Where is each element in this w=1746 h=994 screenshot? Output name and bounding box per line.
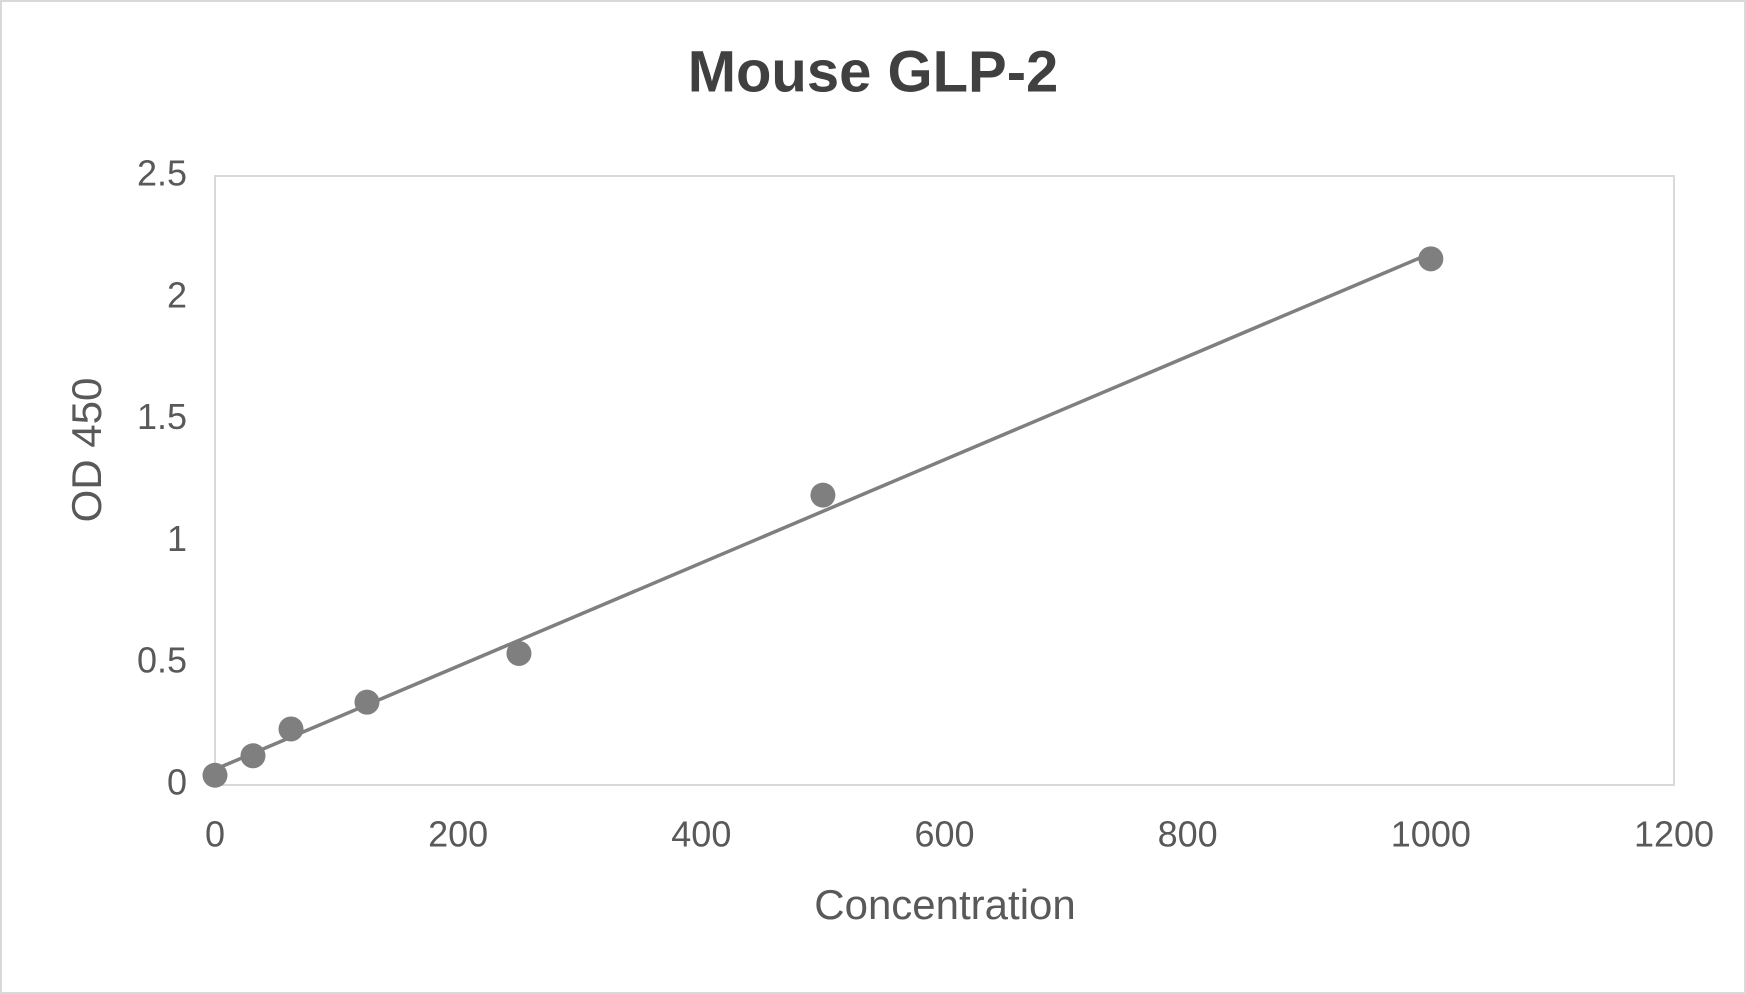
data-point [202, 762, 228, 788]
y-tick-label: 1.5 [137, 396, 187, 437]
data-point [278, 716, 304, 742]
y-axis-title: OD 450 [63, 378, 110, 523]
y-tick-label: 1 [167, 518, 187, 559]
data-point [506, 640, 532, 666]
y-tick-label: 2.5 [137, 153, 187, 194]
data-point [810, 482, 836, 508]
x-tick-label: 1000 [1391, 814, 1471, 855]
plot-area [214, 175, 1675, 786]
y-tick-label: 0 [167, 762, 187, 803]
x-tick-label: 400 [671, 814, 731, 855]
data-point [354, 689, 380, 715]
chart-title: Mouse GLP-2 [688, 39, 1059, 104]
x-tick-label: 200 [428, 814, 488, 855]
x-tick-label: 0 [205, 814, 225, 855]
y-tick-label: 0.5 [137, 640, 187, 681]
x-tick-label: 600 [914, 814, 974, 855]
data-point [1418, 246, 1444, 272]
trendline [214, 251, 1432, 772]
y-tick-label: 2 [167, 274, 187, 315]
x-axis-title: Concentration [814, 881, 1076, 928]
data-point [240, 743, 266, 769]
x-tick-label: 800 [1158, 814, 1218, 855]
x-tick-label: 1200 [1634, 814, 1714, 855]
